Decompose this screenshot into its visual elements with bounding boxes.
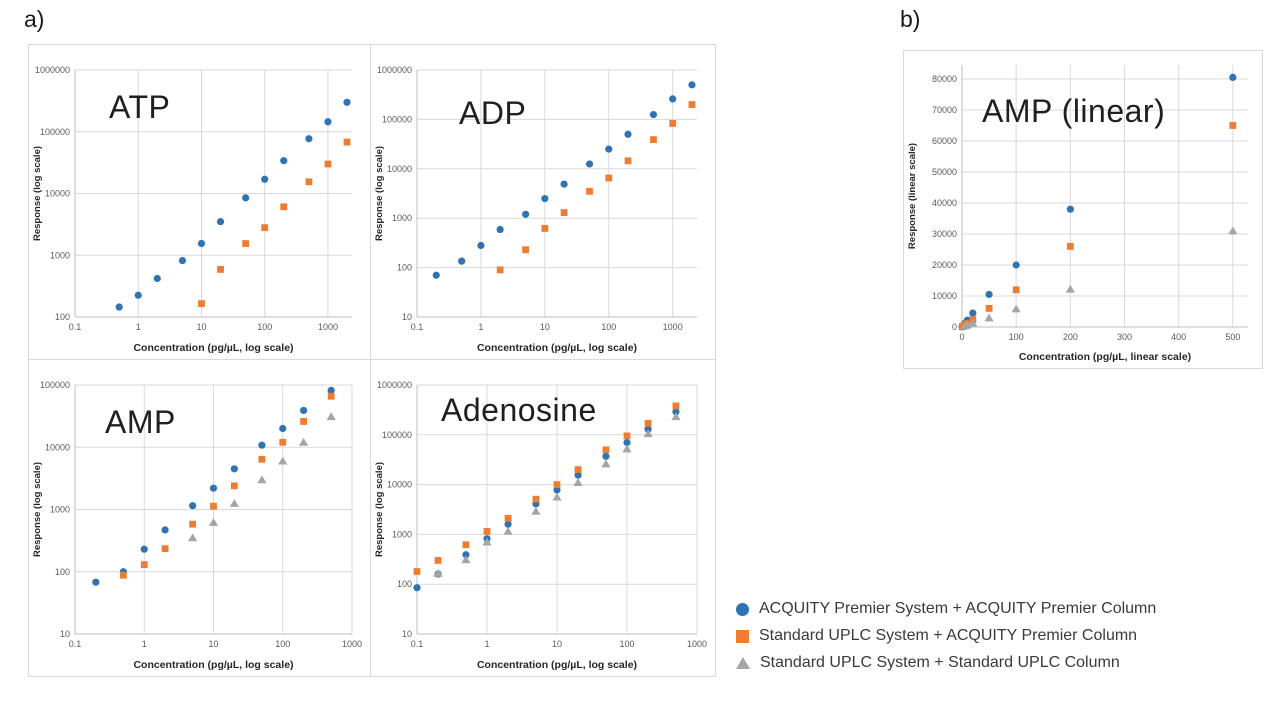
svg-text:1000: 1000 — [50, 505, 70, 515]
svg-text:0.1: 0.1 — [411, 639, 424, 649]
chart-svg-adenosine: 0.1 1 10 100 1000 10 100 1000 10000 100000 1000000… — [374, 380, 707, 671]
svg-text:1: 1 — [142, 639, 147, 649]
chart-title-adp: ADP — [459, 95, 527, 131]
chart-title-amp: AMP — [105, 404, 176, 440]
svg-text:10000: 10000 — [387, 480, 412, 490]
panel-amp: AMP 0.1 1 10 100 1000 10 100 1000 10000 100000 Con… — [28, 359, 371, 677]
panel-adp: ADP 0.1 1 10 100 1000 10 100 1000 10000 100000 100… — [370, 44, 716, 360]
svg-text:0.1: 0.1 — [69, 639, 82, 649]
chart-adenosine: 0.1 1 10 100 1000 10 100 1000 10000 100000 1000000… — [371, 360, 715, 676]
gray-triangle-marker-icon — [736, 657, 750, 669]
chart-atp: 0.1 1 10 100 1000 100 1000 10000 100000 1000000 Co… — [29, 45, 370, 359]
chart-title-atp: ATP — [109, 89, 171, 125]
svg-text:1000000: 1000000 — [377, 65, 412, 75]
chart-svg-amp_linear: 0 100 200 300 400 500 0 10000 20000 30000 40000 500… — [907, 65, 1248, 363]
svg-text:Concentration (pg/µL, log scal: Concentration (pg/µL, log scale) — [133, 659, 293, 671]
blue-circle-marker-icon — [736, 602, 749, 616]
svg-text:10: 10 — [60, 629, 70, 639]
svg-text:100000: 100000 — [40, 380, 70, 390]
svg-text:1000: 1000 — [392, 529, 412, 539]
svg-text:1000: 1000 — [663, 322, 683, 332]
svg-text:0.1: 0.1 — [411, 322, 424, 332]
svg-text:1000000: 1000000 — [35, 65, 70, 75]
svg-text:1000: 1000 — [687, 639, 707, 649]
panel-adenosine: Adenosine 0.1 1 10 100 1000 10 100 1000 10000 100… — [370, 359, 716, 677]
svg-text:100000: 100000 — [382, 114, 412, 124]
svg-text:30000: 30000 — [932, 229, 957, 239]
svg-text:100: 100 — [619, 639, 634, 649]
svg-text:Concentration (pg/µL, log scal: Concentration (pg/µL, log scale) — [477, 342, 637, 354]
panel-amp-linear: AMP (linear) 0 100 200 300 400 500 0 10000 20000… — [903, 50, 1263, 369]
chart-adp: 0.1 1 10 100 1000 10 100 1000 10000 100000 1000000… — [371, 45, 715, 359]
legend-item: ACQUITY Premier System + ACQUITY Premier… — [736, 600, 1156, 618]
svg-text:1000: 1000 — [50, 250, 70, 260]
legend-item: Standard UPLC System + Standard UPLC Col… — [736, 654, 1156, 672]
panel-atp: ATP 0.1 1 10 100 1000 100 1000 10000 100000 10000… — [28, 44, 371, 360]
chart-svg-amp: 0.1 1 10 100 1000 10 100 1000 10000 100000 Concent… — [32, 380, 362, 671]
svg-text:200: 200 — [1063, 332, 1078, 342]
svg-text:Response (linear scale): Response (linear scale) — [907, 143, 918, 249]
chart-amp: 0.1 1 10 100 1000 10 100 1000 10000 100000 Concent… — [29, 360, 370, 676]
svg-text:10: 10 — [402, 629, 412, 639]
legend-item: Standard UPLC System + ACQUITY Premier C… — [736, 627, 1156, 645]
svg-text:80000: 80000 — [932, 74, 957, 84]
svg-text:1: 1 — [478, 322, 483, 332]
svg-text:Response (log scale): Response (log scale) — [32, 146, 43, 241]
svg-text:0: 0 — [959, 332, 964, 342]
svg-text:Concentration (pg/µL, log scal: Concentration (pg/µL, log scale) — [133, 342, 293, 354]
svg-text:1000: 1000 — [392, 213, 412, 223]
svg-text:10000: 10000 — [932, 291, 957, 301]
svg-text:1000: 1000 — [342, 639, 362, 649]
svg-text:70000: 70000 — [932, 105, 957, 115]
svg-text:100: 100 — [1009, 332, 1024, 342]
svg-text:10000: 10000 — [45, 189, 70, 199]
svg-text:100: 100 — [397, 579, 412, 589]
svg-text:Concentration (pg/µL, log scal: Concentration (pg/µL, log scale) — [477, 659, 637, 671]
svg-text:40000: 40000 — [932, 198, 957, 208]
legend-item-label: ACQUITY Premier System + ACQUITY Premier… — [759, 600, 1157, 617]
svg-text:Response (log scale): Response (log scale) — [32, 462, 43, 557]
svg-text:50000: 50000 — [932, 167, 957, 177]
svg-text:300: 300 — [1117, 332, 1132, 342]
panel-b-label: b) — [900, 6, 921, 32]
svg-text:10: 10 — [540, 322, 550, 332]
legend-item-label: Standard UPLC System + Standard UPLC Col… — [760, 654, 1120, 671]
svg-text:100: 100 — [275, 639, 290, 649]
svg-text:0.1: 0.1 — [69, 322, 82, 332]
svg-text:1: 1 — [484, 639, 489, 649]
chart-amp-linear: 0 100 200 300 400 500 0 10000 20000 30000 40000 500… — [904, 51, 1262, 368]
svg-text:1: 1 — [136, 322, 141, 332]
chart-title-amp-linear: AMP (linear) — [982, 93, 1166, 129]
svg-text:10: 10 — [552, 639, 562, 649]
svg-text:100: 100 — [601, 322, 616, 332]
figure-legend: ACQUITY Premier System + ACQUITY Premier… — [736, 600, 1156, 681]
panel-a-label: a) — [24, 6, 45, 32]
svg-text:Concentration (pg/µL, linear s: Concentration (pg/µL, linear scale) — [1019, 351, 1191, 363]
svg-text:0: 0 — [952, 322, 957, 332]
svg-text:10: 10 — [208, 639, 218, 649]
legend-item-label: Standard UPLC System + ACQUITY Premier C… — [759, 627, 1138, 644]
chart-svg-adp: 0.1 1 10 100 1000 10 100 1000 10000 100000 1000000… — [374, 65, 697, 354]
svg-text:400: 400 — [1171, 332, 1186, 342]
svg-text:1000000: 1000000 — [377, 380, 412, 390]
chart-svg-atp: 0.1 1 10 100 1000 100 1000 10000 100000 1000000 Co… — [32, 65, 352, 354]
svg-text:1000: 1000 — [318, 322, 338, 332]
svg-text:10: 10 — [402, 312, 412, 322]
svg-text:100: 100 — [397, 263, 412, 273]
svg-text:100: 100 — [55, 567, 70, 577]
svg-text:500: 500 — [1225, 332, 1240, 342]
svg-text:100: 100 — [55, 312, 70, 322]
svg-text:100000: 100000 — [40, 127, 70, 137]
svg-text:100: 100 — [257, 322, 272, 332]
svg-text:Response (log scale): Response (log scale) — [374, 146, 385, 241]
svg-text:10000: 10000 — [45, 442, 70, 452]
svg-text:10: 10 — [196, 322, 206, 332]
svg-text:20000: 20000 — [932, 260, 957, 270]
svg-text:Response (log scale): Response (log scale) — [374, 462, 385, 557]
chart-title-adenosine: Adenosine — [441, 392, 597, 428]
svg-text:10000: 10000 — [387, 164, 412, 174]
svg-text:60000: 60000 — [932, 136, 957, 146]
svg-text:100000: 100000 — [382, 430, 412, 440]
orange-square-marker-icon — [736, 629, 749, 643]
